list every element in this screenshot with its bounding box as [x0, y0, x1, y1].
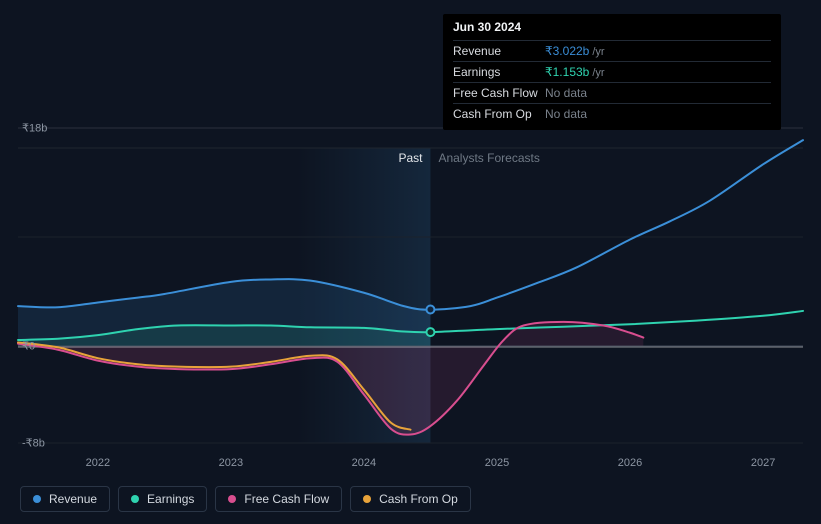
chart-tooltip: Jun 30 2024 Revenue₹3.022b/yrEarnings₹1.…	[443, 14, 781, 130]
tooltip-row-value: ₹1.153b	[545, 65, 589, 79]
tooltip-row-label: Cash From Op	[453, 107, 545, 121]
x-axis-tick-label: 2026	[618, 457, 642, 469]
legend-item-earnings[interactable]: Earnings	[118, 486, 207, 512]
past-region-label: Past	[398, 151, 422, 165]
tooltip-title: Jun 30 2024	[453, 20, 771, 37]
tooltip-row-value: No data	[545, 107, 587, 121]
tooltip-row: Earnings₹1.153b/yr	[453, 61, 771, 82]
legend-item-revenue[interactable]: Revenue	[20, 486, 110, 512]
tooltip-row-label: Revenue	[453, 44, 545, 58]
x-axis-tick-label: 2025	[485, 457, 509, 469]
tooltip-row-unit: /yr	[592, 67, 604, 79]
x-axis-tick-label: 2024	[352, 457, 376, 469]
tooltip-row: Revenue₹3.022b/yr	[453, 40, 771, 61]
y-axis-tick-label: ₹18b	[22, 122, 47, 135]
legend-item-fcf[interactable]: Free Cash Flow	[215, 486, 342, 512]
tooltip-row-label: Earnings	[453, 65, 545, 79]
chart-legend: Revenue Earnings Free Cash Flow Cash From O…	[20, 486, 471, 512]
legend-swatch-icon	[33, 495, 41, 503]
tooltip-row-value: ₹3.022b	[545, 44, 589, 58]
tooltip-row-value: No data	[545, 86, 587, 100]
x-axis-tick-label: 2023	[219, 457, 243, 469]
tooltip-row: Free Cash FlowNo data	[453, 82, 771, 103]
legend-item-label: Cash From Op	[379, 492, 458, 506]
financials-chart: Past Analysts Forecasts ₹18b ₹0 -₹8b 2022 2…	[0, 0, 821, 524]
tooltip-row: Cash From OpNo data	[453, 103, 771, 124]
legend-swatch-icon	[228, 495, 236, 503]
legend-swatch-icon	[131, 495, 139, 503]
legend-item-label: Earnings	[147, 492, 194, 506]
forecasts-region-label: Analysts Forecasts	[438, 151, 539, 165]
legend-item-label: Revenue	[49, 492, 97, 506]
y-axis-tick-label: ₹0	[22, 340, 35, 353]
tooltip-row-unit: /yr	[592, 46, 604, 58]
legend-item-cfo[interactable]: Cash From Op	[350, 486, 471, 512]
legend-swatch-icon	[363, 495, 371, 503]
legend-item-label: Free Cash Flow	[244, 492, 329, 506]
x-axis-tick-label: 2022	[86, 457, 110, 469]
y-axis-tick-label: -₹8b	[22, 437, 45, 450]
x-axis-tick-label: 2027	[751, 457, 775, 469]
tooltip-row-label: Free Cash Flow	[453, 86, 545, 100]
